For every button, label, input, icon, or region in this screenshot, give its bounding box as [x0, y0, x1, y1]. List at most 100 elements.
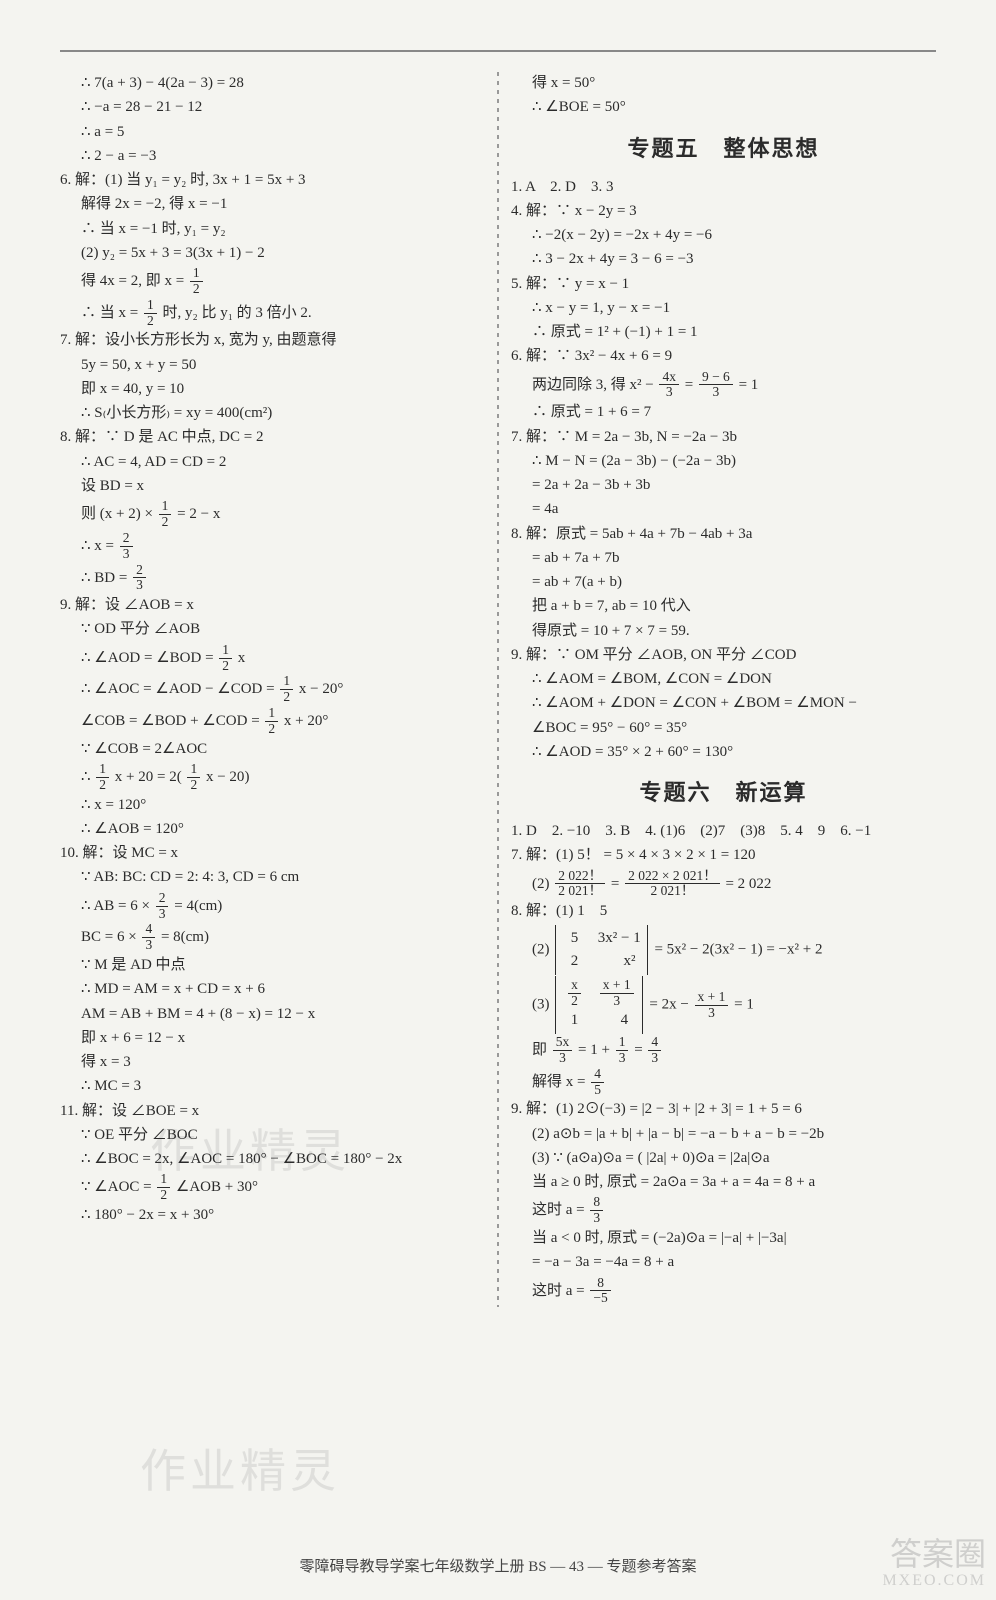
line: (3) x2 x + 13 14 = 2x − x + 13 = 1 — [511, 976, 936, 1034]
line: ∴ 7(a + 3) − 4(2a − 3) = 28 — [60, 72, 485, 95]
text: = 2 − x — [177, 506, 220, 522]
text: (3) — [532, 996, 553, 1012]
line: (2) 53x² − 1 2x² = 5x² − 2(3x² − 1) = −x… — [511, 925, 936, 976]
top-rule — [60, 50, 936, 52]
line: ∴ AB = 6 × 23 = 4(cm) — [60, 891, 485, 922]
section-title-6: 专题六 新运算 — [511, 776, 936, 810]
text: x + 20 = 2 — [115, 769, 177, 785]
text: ∴ AB = 6 × — [81, 897, 154, 913]
text: = 8(cm) — [161, 929, 209, 945]
line: ∴ x = 120° — [60, 794, 485, 817]
fraction: 4x3 — [659, 370, 679, 401]
line: BC = 6 × 43 = 8(cm) — [60, 922, 485, 953]
line: 5y = 50, x + y = 50 — [60, 354, 485, 377]
fraction: 12 — [187, 762, 200, 793]
fraction: 12 — [265, 706, 278, 737]
text: = — [611, 875, 623, 891]
line: 10. 解：设 MC = x — [60, 842, 485, 865]
line: (2) 2 022！2 021！ = 2 022 × 2 021！2 021！ … — [511, 869, 936, 900]
line: ∴ 12 x + 20 = 2( 12 x − 20) — [60, 762, 485, 793]
line: 即 x = 40, y = 10 — [60, 378, 485, 401]
line: 即 x + 6 = 12 − x — [60, 1027, 485, 1050]
line: ∴ ∠AOM + ∠DON = ∠CON + ∠BOM = ∠MON − — [511, 692, 936, 715]
line: ∴ ∠BOC = 2x, ∠AOC = 180° − ∠BOC = 180° −… — [60, 1148, 485, 1171]
text: = 2x − — [649, 996, 692, 1012]
text: x — [238, 649, 246, 665]
line: 得 x = 3 — [60, 1051, 485, 1074]
line: ∴ 2 − a = −3 — [60, 145, 485, 168]
line: (3) ∵ (a⊙a)⊙a = ( |2a| + 0)⊙a = |2a|⊙a — [511, 1147, 936, 1170]
fraction: 23 — [120, 531, 133, 562]
line: ∵ OD 平分 ∠AOB — [60, 618, 485, 641]
text: 得 4x = 2, 即 x = — [81, 273, 188, 289]
line: ∵ AB: BC: CD = 2: 4: 3, CD = 6 cm — [60, 866, 485, 889]
text: = — [634, 1042, 646, 1058]
line: 即 5x3 = 1 + 13 = 43 — [511, 1035, 936, 1066]
line: 7. 解：设小长方形长为 x, 宽为 y, 由题意得 — [60, 329, 485, 352]
line: = 2a + 2a − 3b + 3b — [511, 474, 936, 497]
line: ∴ ∠BOE = 50° — [511, 96, 936, 119]
line: 1. A 2. D 3. 3 — [511, 176, 936, 199]
text: ∴ BD = — [81, 569, 131, 585]
line: ∴ M − N = (2a − 3b) − (−2a − 3b) — [511, 450, 936, 473]
fraction: 12 — [157, 1172, 170, 1203]
text: ∴ — [81, 769, 94, 785]
fraction: x2 — [568, 978, 581, 1009]
text: = 1 — [734, 996, 754, 1012]
line: 11. 解：设 ∠BOE = x — [60, 1100, 485, 1123]
line: ∠COB = ∠BOD + ∠COD = 12 x + 20° — [60, 706, 485, 737]
fraction: 12 — [280, 674, 293, 705]
line: = ab + 7a + 7b — [511, 547, 936, 570]
line: ∴ 原式 = 1² + (−1) + 1 = 1 — [511, 321, 936, 344]
line: 6. 解：(1) 当 y₁ = y₂ 时, 3x + 1 = 5x + 3 — [60, 169, 485, 192]
line: ∴ 原式 = 1 + 6 = 7 — [511, 401, 936, 424]
line: (2) a⊙b = |a + b| + |a − b| = −a − b + a… — [511, 1123, 936, 1146]
line: 两边同除 3, 得 x² − 4x3 = 9 − 63 = 1 — [511, 370, 936, 401]
text: ∴ x = — [81, 538, 118, 554]
line: 解得 x = 45 — [511, 1067, 936, 1098]
text: = 2 022 — [725, 875, 771, 891]
fraction: x + 13 — [600, 978, 634, 1009]
text: x − 20° — [299, 681, 343, 697]
line: ∴ S₍小长方形₎ = xy = 400(cm²) — [60, 402, 485, 425]
line: 8. 解：(1) 1 5 — [511, 900, 936, 923]
line: 这时 a = 8−5 — [511, 1276, 936, 1307]
text: BC = 6 × — [81, 929, 140, 945]
line: ∴ x = 23 — [60, 531, 485, 562]
line: 7. 解：(1) 5！ = 5 × 4 × 3 × 2 × 1 = 120 — [511, 844, 936, 867]
text: ∴ ∠AOC = ∠AOD − ∠COD = — [81, 681, 278, 697]
line: AM = AB + BM = 4 + (8 − x) = 12 − x — [60, 1003, 485, 1026]
fraction: 2 022！2 021！ — [555, 869, 605, 900]
line: ∴ ∠AOC = ∠AOD − ∠COD = 12 x − 20° — [60, 674, 485, 705]
line: 9. 解：∵ OM 平分 ∠AOB, ON 平分 ∠COD — [511, 644, 936, 667]
fraction: 13 — [616, 1035, 629, 1066]
line: 9. 解：(1) 2⊙(−3) = |2 − 3| + |2 + 3| = 1 … — [511, 1098, 936, 1121]
line: 4. 解：∵ x − 2y = 3 — [511, 200, 936, 223]
fraction: 45 — [591, 1067, 604, 1098]
page-footer: 零障碍导教导学案七年级数学上册 BS — 43 — 专题参考答案 — [0, 1555, 996, 1576]
line: 得 x = 50° — [511, 72, 936, 95]
line: = −a − 3a = −4a = 8 + a — [511, 1251, 936, 1274]
text: = — [685, 376, 697, 392]
line: ∴ MD = AM = x + CD = x + 6 — [60, 978, 485, 1001]
line: ∴ BD = 23 — [60, 563, 485, 594]
two-column-layout: ∴ 7(a + 3) − 4(2a − 3) = 28 ∴ −a = 28 − … — [60, 72, 936, 1307]
text: 这时 a = — [532, 1202, 588, 1218]
line: 6. 解：∵ 3x² − 4x + 6 = 9 — [511, 345, 936, 368]
text: = 5x² − 2(3x² − 1) = −x² + 2 — [654, 941, 822, 957]
line: ∵ M 是 AD 中点 — [60, 954, 485, 977]
line: ∵ OE 平分 ∠BOC — [60, 1124, 485, 1147]
text: x − 20 — [206, 769, 244, 785]
line: = 4a — [511, 498, 936, 521]
line: ∴ −2(x − 2y) = −2x + 4y = −6 — [511, 224, 936, 247]
fraction: 2 022 × 2 021！2 021！ — [625, 869, 720, 900]
left-column: ∴ 7(a + 3) − 4(2a − 3) = 28 ∴ −a = 28 − … — [60, 72, 497, 1307]
fraction: 12 — [144, 298, 157, 329]
line: ∵ ∠AOC = 12 ∠AOB + 30° — [60, 1172, 485, 1203]
line: ∴ 180° − 2x = x + 30° — [60, 1204, 485, 1227]
fraction: 23 — [156, 891, 169, 922]
line: 把 a + b = 7, ab = 10 代入 — [511, 595, 936, 618]
text: 时, y₂ 比 y₁ 的 3 倍小 2. — [162, 304, 311, 320]
fraction: 23 — [133, 563, 146, 594]
line: 这时 a = 83 — [511, 1195, 936, 1226]
